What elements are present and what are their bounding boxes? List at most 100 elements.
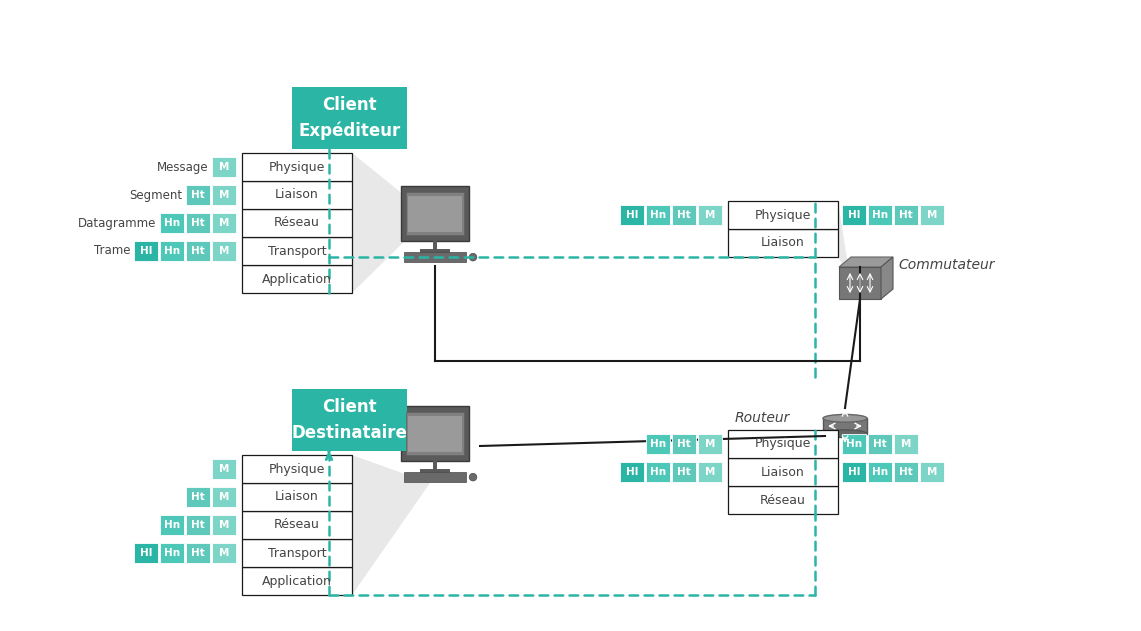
FancyBboxPatch shape	[672, 205, 696, 225]
FancyBboxPatch shape	[646, 462, 670, 482]
Text: Hn: Hn	[164, 218, 180, 228]
FancyBboxPatch shape	[212, 515, 236, 535]
Text: Hn: Hn	[650, 210, 666, 220]
Text: Réseau: Réseau	[274, 216, 319, 230]
FancyBboxPatch shape	[186, 515, 210, 535]
FancyBboxPatch shape	[400, 406, 469, 461]
FancyBboxPatch shape	[868, 462, 892, 482]
FancyBboxPatch shape	[186, 543, 210, 563]
FancyBboxPatch shape	[160, 213, 184, 233]
Text: Application: Application	[262, 574, 332, 587]
Text: Ht: Ht	[677, 439, 690, 449]
FancyBboxPatch shape	[698, 462, 722, 482]
Text: Physique: Physique	[755, 437, 811, 451]
Text: Ht: Ht	[677, 210, 690, 220]
Text: Physique: Physique	[755, 208, 811, 221]
Text: M: M	[705, 439, 715, 449]
FancyBboxPatch shape	[404, 473, 467, 482]
Ellipse shape	[823, 415, 867, 422]
Text: Ht: Ht	[899, 210, 913, 220]
FancyBboxPatch shape	[895, 434, 919, 454]
Text: Ht: Ht	[873, 439, 887, 449]
FancyBboxPatch shape	[133, 241, 157, 261]
FancyBboxPatch shape	[920, 462, 944, 482]
FancyBboxPatch shape	[895, 462, 919, 482]
Text: Hn: Hn	[872, 210, 888, 220]
FancyBboxPatch shape	[212, 487, 236, 507]
FancyBboxPatch shape	[242, 265, 353, 293]
FancyBboxPatch shape	[212, 213, 236, 233]
FancyBboxPatch shape	[842, 205, 866, 225]
Text: Physique: Physique	[269, 160, 325, 174]
Circle shape	[469, 254, 477, 261]
Text: Hn: Hn	[164, 520, 180, 530]
FancyBboxPatch shape	[646, 205, 670, 225]
FancyBboxPatch shape	[408, 196, 462, 232]
Text: M: M	[219, 548, 229, 558]
Text: Hn: Hn	[650, 439, 666, 449]
FancyBboxPatch shape	[868, 434, 892, 454]
Text: Hl: Hl	[848, 467, 860, 477]
Text: Ht: Ht	[192, 218, 205, 228]
FancyBboxPatch shape	[186, 241, 210, 261]
Text: Ht: Ht	[192, 246, 205, 256]
Polygon shape	[353, 153, 430, 293]
Text: Message: Message	[156, 160, 208, 174]
Text: Trame: Trame	[94, 244, 130, 257]
Text: M: M	[926, 210, 937, 220]
FancyBboxPatch shape	[839, 267, 881, 299]
Text: M: M	[219, 218, 229, 228]
FancyBboxPatch shape	[186, 487, 210, 507]
Text: M: M	[219, 520, 229, 530]
Text: Client
Destinataire: Client Destinataire	[292, 399, 407, 442]
Polygon shape	[353, 455, 430, 595]
Text: Hn: Hn	[164, 246, 180, 256]
Text: Ht: Ht	[192, 190, 205, 200]
Text: Réseau: Réseau	[274, 519, 319, 531]
Text: Hn: Hn	[164, 548, 180, 558]
Text: M: M	[705, 210, 715, 220]
Text: M: M	[219, 190, 229, 200]
Ellipse shape	[823, 430, 867, 437]
Text: Ht: Ht	[899, 467, 913, 477]
FancyBboxPatch shape	[728, 486, 837, 514]
FancyBboxPatch shape	[186, 185, 210, 205]
FancyBboxPatch shape	[404, 252, 467, 262]
FancyBboxPatch shape	[160, 543, 184, 563]
Text: Client
Expéditeur: Client Expéditeur	[299, 96, 400, 140]
FancyBboxPatch shape	[842, 462, 866, 482]
FancyBboxPatch shape	[242, 567, 353, 595]
FancyBboxPatch shape	[895, 205, 919, 225]
Text: M: M	[705, 467, 715, 477]
Text: M: M	[219, 162, 229, 172]
Text: Hl: Hl	[140, 246, 152, 256]
Text: Hn: Hn	[650, 467, 666, 477]
FancyBboxPatch shape	[242, 209, 353, 237]
Polygon shape	[830, 421, 837, 514]
Text: M: M	[926, 467, 937, 477]
Text: Hn: Hn	[872, 467, 888, 477]
FancyBboxPatch shape	[242, 153, 353, 181]
FancyBboxPatch shape	[242, 237, 353, 265]
FancyBboxPatch shape	[242, 511, 353, 539]
Text: Commutateur: Commutateur	[898, 258, 995, 272]
Text: Hl: Hl	[625, 210, 638, 220]
FancyBboxPatch shape	[160, 241, 184, 261]
Text: Application: Application	[262, 273, 332, 285]
FancyBboxPatch shape	[620, 205, 644, 225]
Text: Réseau: Réseau	[760, 493, 806, 507]
Text: Liaison: Liaison	[761, 237, 804, 249]
Text: Datagramme: Datagramme	[78, 216, 156, 230]
FancyBboxPatch shape	[920, 205, 944, 225]
Text: Liaison: Liaison	[275, 189, 318, 201]
Text: Hl: Hl	[140, 548, 152, 558]
FancyBboxPatch shape	[728, 458, 837, 486]
FancyBboxPatch shape	[728, 430, 837, 458]
Text: Ht: Ht	[192, 548, 205, 558]
Text: Hl: Hl	[848, 210, 860, 220]
FancyBboxPatch shape	[868, 205, 892, 225]
FancyBboxPatch shape	[646, 434, 670, 454]
FancyBboxPatch shape	[292, 389, 407, 451]
FancyBboxPatch shape	[672, 434, 696, 454]
Text: Physique: Physique	[269, 463, 325, 476]
